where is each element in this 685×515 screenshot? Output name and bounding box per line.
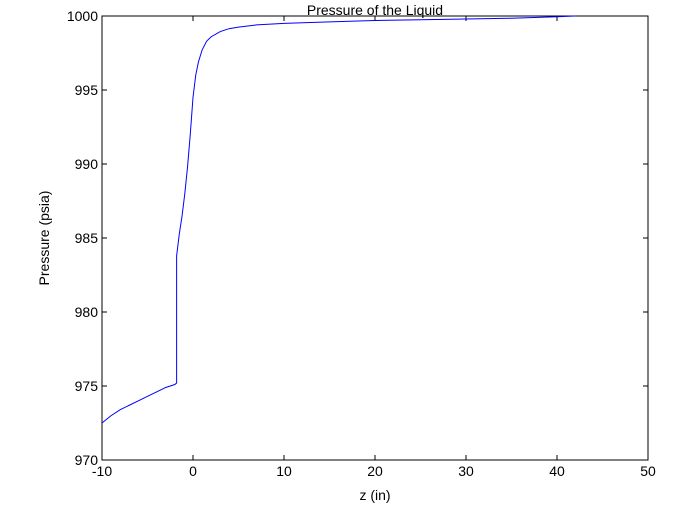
- plot-area: [101, 15, 649, 461]
- x-axis-title: z (in): [359, 487, 390, 503]
- x-tick-label: 0: [189, 463, 197, 479]
- x-tick-label: 20: [367, 463, 383, 479]
- x-tick-label: 50: [640, 463, 656, 479]
- y-tick-label: 995: [75, 82, 99, 98]
- y-tick-label: 985: [75, 230, 99, 246]
- y-axis: 970 975 980 985 990 995 1000: [67, 8, 648, 468]
- y-axis-title: Pressure (psia): [36, 191, 52, 286]
- x-axis: -10 0 10 20 30 40 50: [92, 16, 656, 479]
- y-tick-label: 990: [75, 156, 99, 172]
- y-tick-label: 970: [75, 452, 99, 468]
- y-tick-label: 975: [75, 378, 99, 394]
- series-line: [101, 15, 576, 424]
- series-layer: [101, 15, 576, 424]
- x-tick-label: 40: [549, 463, 565, 479]
- chart-title: Pressure of the Liquid: [307, 2, 443, 18]
- x-tick-label: -10: [92, 463, 112, 479]
- y-tick-label: 1000: [67, 8, 98, 24]
- x-tick-label: 10: [276, 463, 292, 479]
- x-tick-label: 30: [458, 463, 474, 479]
- y-tick-label: 980: [75, 304, 99, 320]
